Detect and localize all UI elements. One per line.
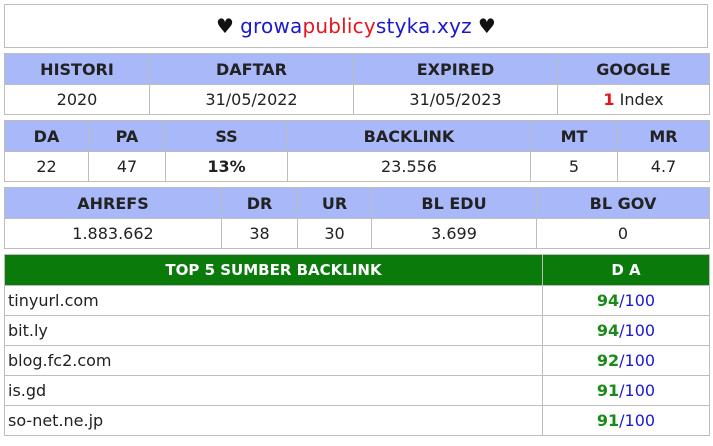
header-google: GOOGLE <box>557 53 710 85</box>
da-score: 91 <box>596 411 620 430</box>
header-bl-gov: BL GOV <box>536 187 710 219</box>
google-index-label: Index <box>619 90 664 109</box>
backlink-site: so-net.ne.jp <box>4 405 543 436</box>
header-ur: UR <box>297 187 372 219</box>
table-row: blog.fc2.com 92/100 <box>4 345 710 376</box>
backlink-site: bit.ly <box>4 315 543 346</box>
da-max: /100 <box>619 291 656 310</box>
backlink-da: 91/100 <box>542 405 710 436</box>
heart-icon: ♥ <box>216 14 235 38</box>
info-table-metrics: DA PA SS BACKLINK MT MR 22 47 13% 23.556… <box>4 120 710 182</box>
backlink-da: 94/100 <box>542 315 710 346</box>
value-google: 1 Index <box>557 84 710 115</box>
backlink-site: tinyurl.com <box>4 285 543 316</box>
header-daftar: DAFTAR <box>149 53 354 85</box>
value-bl-edu: 3.699 <box>371 218 537 249</box>
value-mr: 4.7 <box>617 151 710 182</box>
value-ahrefs: 1.883.662 <box>4 218 222 249</box>
top5-backlink-table: TOP 5 SUMBER BACKLINK D A tinyurl.com 94… <box>4 254 710 436</box>
da-score: 94 <box>596 321 620 340</box>
table-row: bit.ly 94/100 <box>4 315 710 346</box>
header-mt: MT <box>530 120 618 152</box>
da-score: 92 <box>596 351 620 370</box>
header-expired: EXPIRED <box>353 53 558 85</box>
da-score: 91 <box>596 381 620 400</box>
header-pa: PA <box>88 120 166 152</box>
header-da: DA <box>4 120 89 152</box>
domain-name[interactable]: growapublicystyka.xyz <box>240 14 472 38</box>
da-max: /100 <box>619 411 656 430</box>
value-histori: 2020 <box>4 84 150 115</box>
table-row: tinyurl.com 94/100 <box>4 285 710 316</box>
backlink-da: 92/100 <box>542 345 710 376</box>
backlink-da: 94/100 <box>542 285 710 316</box>
value-ur: 30 <box>297 218 372 249</box>
da-max: /100 <box>619 321 656 340</box>
backlink-site: is.gd <box>4 375 543 406</box>
domain-part-2: publicy <box>302 14 376 38</box>
domain-title-box: ♥ growapublicystyka.xyz ♥ <box>4 4 708 48</box>
domain-part-3: styka.xyz <box>375 14 472 38</box>
table-row: so-net.ne.jp 91/100 <box>4 405 710 436</box>
value-da: 22 <box>4 151 89 182</box>
header-dr: DR <box>221 187 298 219</box>
value-bl-gov: 0 <box>536 218 710 249</box>
table-row: is.gd 91/100 <box>4 375 710 406</box>
google-index-count: 1 <box>603 90 615 109</box>
value-daftar: 31/05/2022 <box>149 84 354 115</box>
value-backlink: 23.556 <box>287 151 531 182</box>
value-expired: 31/05/2023 <box>353 84 558 115</box>
value-ss: 13% <box>165 151 288 182</box>
da-score: 94 <box>596 291 620 310</box>
header-ss: SS <box>165 120 288 152</box>
top5-header-title: TOP 5 SUMBER BACKLINK <box>4 254 543 286</box>
value-dr: 38 <box>221 218 298 249</box>
header-ahrefs: AHREFS <box>4 187 222 219</box>
da-max: /100 <box>619 351 656 370</box>
header-bl-edu: BL EDU <box>371 187 537 219</box>
domain-part-1: growa <box>240 14 303 38</box>
header-histori: HISTORI <box>4 53 150 85</box>
backlink-site: blog.fc2.com <box>4 345 543 376</box>
header-mr: MR <box>617 120 710 152</box>
header-backlink: BACKLINK <box>287 120 531 152</box>
da-max: /100 <box>619 381 656 400</box>
value-mt: 5 <box>530 151 618 182</box>
top5-header-da: D A <box>542 254 710 286</box>
info-table-ahrefs: AHREFS DR UR BL EDU BL GOV 1.883.662 38 … <box>4 187 710 249</box>
info-table-dates: HISTORI DAFTAR EXPIRED GOOGLE 2020 31/05… <box>4 53 710 115</box>
backlink-da: 91/100 <box>542 375 710 406</box>
value-pa: 47 <box>88 151 166 182</box>
heart-icon: ♥ <box>477 14 496 38</box>
